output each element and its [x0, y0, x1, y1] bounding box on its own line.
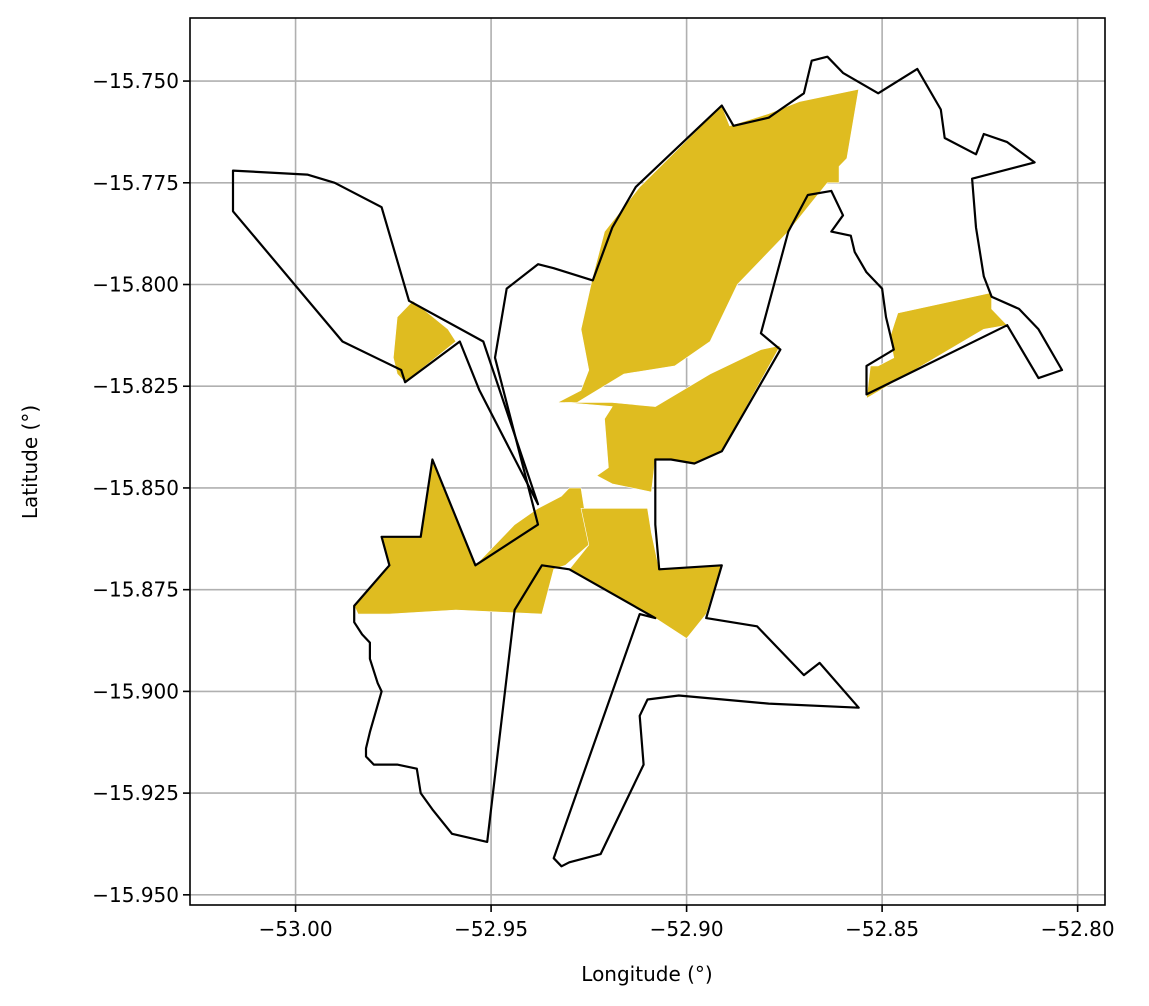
y-tick-label: −15.850 — [92, 476, 179, 500]
x-tick-label: −52.80 — [1041, 917, 1115, 941]
x-tick-label: −53.00 — [259, 917, 333, 941]
y-tick-label: −15.900 — [92, 679, 179, 703]
x-tick-label: −52.85 — [845, 917, 919, 941]
y-tick-label: −15.750 — [92, 69, 179, 93]
y-tick-label: −15.800 — [92, 273, 179, 297]
outline-center-polygon — [353, 55, 1064, 868]
plot-frame — [189, 17, 1106, 906]
filled-region-south-central — [568, 507, 723, 639]
filled-region-west-small — [392, 300, 457, 383]
y-tick-label: −15.775 — [92, 171, 179, 195]
outline-north-polygon — [231, 169, 540, 506]
y-tick-label: −15.925 — [92, 781, 179, 805]
axis-ticks: −53.00 −52.95 −52.90 −52.85 −52.80 −15.750 −15… — [92, 69, 1114, 941]
x-axis-label: Longitude (°) — [581, 962, 712, 986]
region-outlines — [231, 55, 1064, 868]
filled-region-east — [866, 292, 1008, 399]
y-tick-label: −15.950 — [92, 883, 179, 907]
filled-regions — [353, 88, 1008, 639]
y-axis-label: Latitude (°) — [18, 405, 42, 519]
x-tick-label: −52.95 — [454, 917, 528, 941]
y-tick-label: −15.825 — [92, 374, 179, 398]
x-tick-label: −52.90 — [650, 917, 724, 941]
y-tick-label: −15.875 — [92, 578, 179, 602]
